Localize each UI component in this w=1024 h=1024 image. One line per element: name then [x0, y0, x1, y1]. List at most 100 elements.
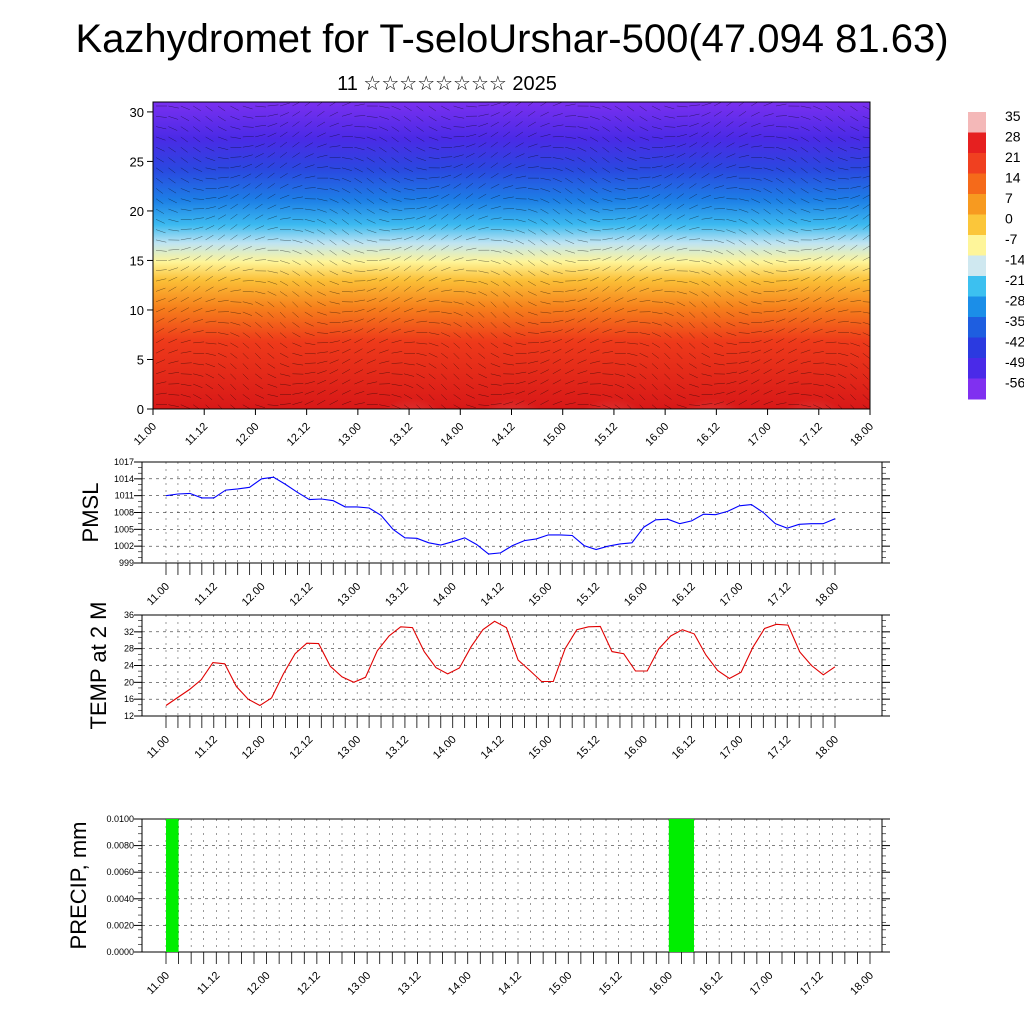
wind-barb — [465, 332, 472, 339]
wind-barb — [763, 280, 775, 284]
wind-barb — [242, 332, 251, 338]
wind-barb — [515, 362, 527, 364]
wind-barb — [279, 206, 291, 210]
wind-barb — [379, 307, 388, 313]
wind-barb — [813, 105, 823, 111]
wind-barb — [602, 286, 610, 292]
wind-barb — [540, 400, 549, 405]
wind-barb — [515, 280, 523, 287]
wind-barb — [329, 340, 340, 344]
wind-barb — [627, 342, 639, 345]
wind-barb — [317, 322, 328, 325]
wind-barb — [565, 309, 576, 313]
wind-barb — [217, 322, 229, 324]
wind-barb — [391, 339, 402, 344]
wind-barb — [862, 175, 870, 179]
wind-barb — [614, 319, 625, 323]
wind-barb — [602, 307, 611, 313]
wind-barb — [379, 371, 390, 375]
wind-barb — [800, 404, 812, 408]
wind-barb — [168, 404, 179, 407]
wind-barb — [490, 291, 499, 297]
x-tick-label: 17.12 — [797, 421, 825, 449]
y-tick-label: 20 — [124, 677, 134, 687]
wind-barb — [775, 188, 784, 194]
wind-barb — [527, 332, 539, 334]
wind-barb — [751, 301, 762, 305]
wind-barb — [379, 177, 387, 184]
wind-barb — [465, 183, 474, 189]
wind-barb — [279, 194, 290, 199]
wind-barb — [453, 126, 465, 128]
wind-barb — [230, 394, 237, 401]
x-tick-label: 18.00 — [848, 970, 876, 998]
wind-barb — [689, 193, 698, 199]
wind-barb — [180, 394, 191, 398]
wind-barb — [180, 328, 191, 333]
wind-barb — [837, 309, 849, 313]
wind-barb — [676, 259, 688, 261]
wind-barb — [242, 224, 251, 230]
wind-barb — [304, 270, 312, 277]
wind-barb — [180, 147, 188, 153]
wind-barb — [639, 136, 650, 141]
wind-barb — [193, 136, 201, 143]
wind-barb — [366, 317, 376, 323]
wind-barb — [738, 229, 747, 235]
y-tick-label: 0 — [137, 402, 144, 417]
x-tick-label: 18.00 — [813, 581, 841, 609]
wind-barb — [205, 157, 216, 161]
wind-barb — [478, 204, 488, 210]
wind-barb — [763, 229, 771, 235]
wind-barb — [205, 206, 216, 210]
wind-barb — [651, 224, 659, 230]
wind-barb — [304, 342, 316, 346]
wind-barb — [168, 157, 176, 163]
wind-barb — [379, 229, 390, 232]
wind-barb — [379, 248, 391, 251]
wind-barb — [676, 383, 685, 389]
wind-barb — [664, 193, 672, 199]
wind-barb — [862, 136, 870, 139]
wind-barb — [837, 126, 846, 132]
wind-barb — [639, 116, 648, 122]
wind-barb — [267, 404, 279, 406]
wind-barb — [465, 394, 475, 399]
wind-barb — [217, 383, 225, 390]
wind-barb — [527, 249, 536, 256]
wind-barb — [180, 105, 190, 110]
wind-barb — [689, 332, 695, 339]
wind-barb — [763, 390, 773, 395]
wind-barb — [713, 141, 722, 148]
wind-barb — [552, 198, 561, 204]
wind-barb — [354, 348, 363, 354]
wind-barb — [639, 373, 647, 380]
wind-barb — [837, 342, 849, 345]
wind-barb — [180, 404, 190, 409]
wind-barb — [751, 219, 759, 225]
x-tick-label: 15.00 — [526, 734, 554, 762]
wind-barb — [230, 203, 238, 210]
wind-barb — [664, 173, 673, 179]
wind-barb — [713, 196, 725, 199]
wind-barb — [490, 311, 497, 318]
wind-barb — [379, 286, 388, 292]
wind-barb — [540, 208, 549, 214]
wind-barb — [180, 256, 190, 261]
wind-barb — [478, 373, 488, 379]
wind-barb — [403, 255, 412, 261]
wind-barb — [366, 392, 378, 395]
wind-barb — [552, 280, 564, 284]
wind-barb — [676, 353, 683, 360]
x-tick-label: 13.00 — [335, 734, 363, 762]
wind-barb — [391, 266, 400, 272]
wind-barb — [180, 276, 189, 282]
wind-barb — [701, 206, 712, 210]
wind-barb — [527, 379, 537, 385]
wind-barb — [800, 349, 811, 354]
wind-barb — [255, 280, 266, 283]
wind-barb — [341, 167, 352, 171]
wind-barb — [527, 188, 539, 190]
wind-barb — [391, 246, 402, 251]
wind-barb — [589, 177, 598, 184]
